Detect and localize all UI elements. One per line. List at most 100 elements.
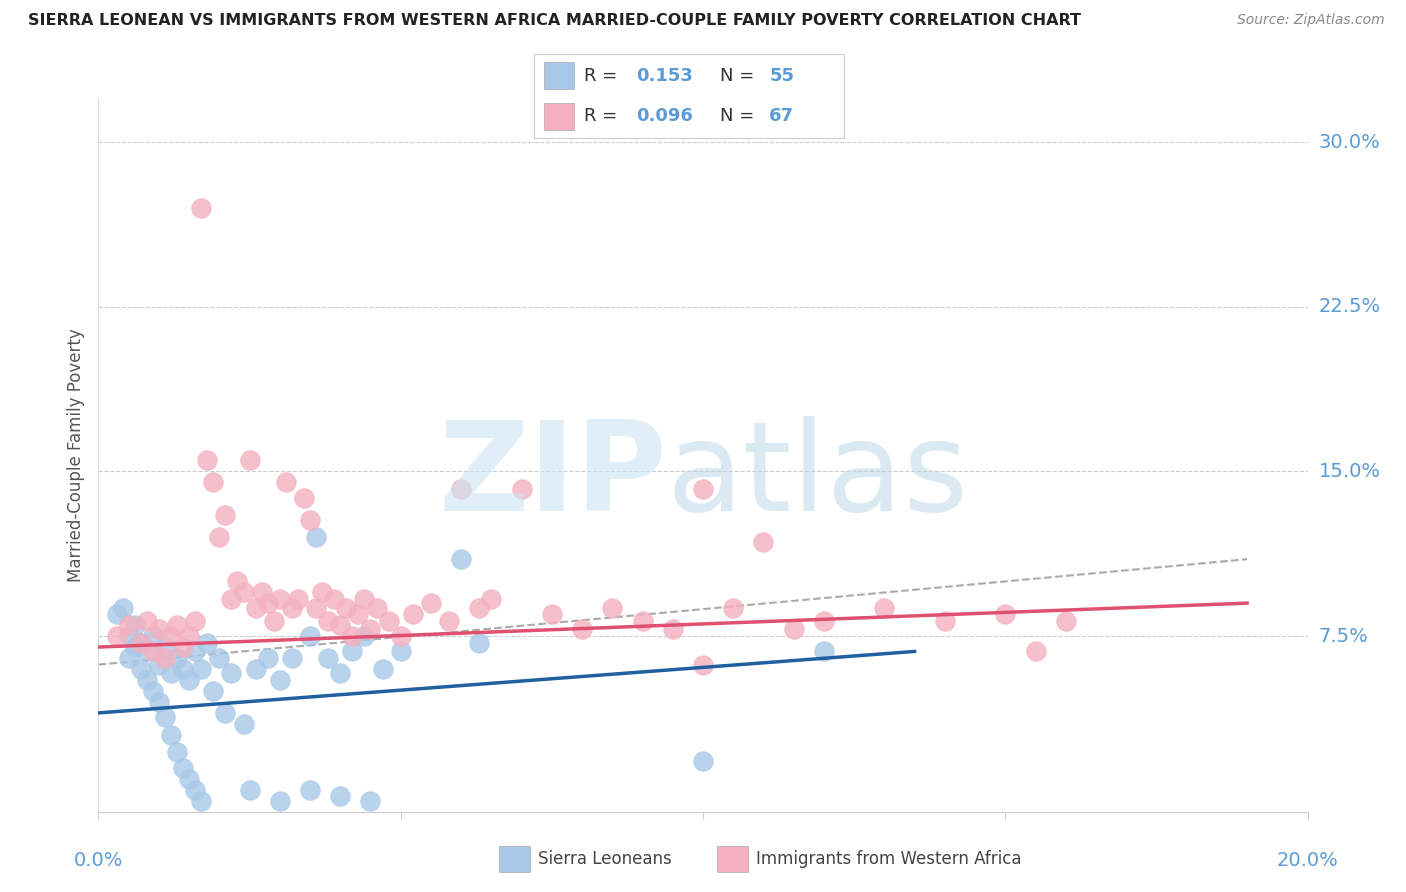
Text: 22.5%: 22.5% [1319,297,1381,316]
Point [347,607,370,621]
Text: R =: R = [583,107,623,125]
Point [195,635,218,649]
Text: 7.5%: 7.5% [1319,626,1368,646]
Point [160,629,183,643]
Point [135,614,157,628]
Point [214,508,236,523]
Point [329,666,352,681]
Text: 15.0%: 15.0% [1319,462,1381,481]
Point [118,618,141,632]
Point [250,585,273,599]
Point [342,629,364,643]
Point [172,761,194,775]
Point [232,717,254,731]
Point [160,666,183,681]
Point [124,640,146,654]
Text: 30.0%: 30.0% [1319,133,1381,152]
Point [269,591,291,606]
Point [172,662,194,676]
Point [299,629,322,643]
Point [245,662,267,676]
Point [274,475,297,490]
Point [142,629,165,643]
Point [148,657,170,672]
Point [468,635,491,649]
Point [153,710,176,724]
Point [752,534,775,549]
Point [329,789,352,804]
Point [135,644,157,658]
Point [153,640,176,654]
Point [129,662,152,676]
Point [184,644,207,658]
Point [135,673,157,687]
Point [329,618,352,632]
Point [692,754,714,768]
Point [299,782,322,797]
Point [994,607,1017,621]
Point [437,614,460,628]
Point [221,591,243,606]
Point [239,453,262,467]
Point [481,591,503,606]
Point [311,585,333,599]
Point [245,600,267,615]
Point [226,574,249,589]
Text: 55: 55 [769,67,794,85]
Point [177,629,201,643]
Text: Sierra Leoneans: Sierra Leoneans [538,850,672,868]
Point [540,607,562,621]
Point [299,513,322,527]
Point [166,651,188,665]
Point [105,629,128,643]
Point [305,600,328,615]
Point [692,482,714,496]
Text: N =: N = [720,107,759,125]
Point [402,607,425,621]
Point [377,614,399,628]
Point [602,600,624,615]
Text: 67: 67 [769,107,794,125]
Point [281,651,304,665]
Bar [544,62,575,89]
Point [190,662,212,676]
Point [360,794,382,808]
Point [419,596,441,610]
Point [118,651,141,665]
Point [172,640,194,654]
Point [292,491,315,505]
Point [118,629,141,643]
Bar [544,103,575,130]
Point [232,585,254,599]
Point [316,614,339,628]
Point [1024,644,1046,658]
Point [269,794,291,808]
Point [335,600,357,615]
Point [813,644,835,658]
Text: N =: N = [720,67,759,85]
Point [129,635,152,649]
Point [239,782,262,797]
Point [256,596,278,610]
Text: SIERRA LEONEAN VS IMMIGRANTS FROM WESTERN AFRICA MARRIED-COUPLE FAMILY POVERTY C: SIERRA LEONEAN VS IMMIGRANTS FROM WESTER… [28,13,1081,29]
Point [269,673,291,687]
Point [661,623,683,637]
Text: Source: ZipAtlas.com: Source: ZipAtlas.com [1237,13,1385,28]
Point [177,772,201,786]
Text: 0.096: 0.096 [637,107,693,125]
Point [190,201,212,215]
Point [177,673,201,687]
Point [366,600,388,615]
Point [256,651,278,665]
Point [1054,614,1077,628]
Point [208,530,231,544]
Text: atlas: atlas [666,416,969,537]
Point [129,635,152,649]
Point [389,629,412,643]
Point [221,666,243,681]
Point [190,794,212,808]
Text: R =: R = [583,67,623,85]
Point [111,600,134,615]
Point [142,684,165,698]
Point [873,600,896,615]
